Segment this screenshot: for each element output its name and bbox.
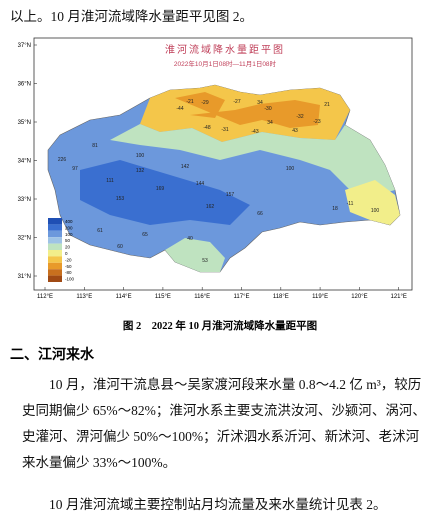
very-dry-region bbox=[175, 92, 320, 128]
legend-swatch bbox=[48, 243, 62, 250]
station-value: -29 bbox=[201, 100, 208, 106]
figure-caption: 图 2 2022 年 10 月淮河流域降水量距平图 bbox=[122, 321, 318, 332]
paragraph-line: 10 月淮河流域主要控制站月均流量及来水量统计见表 2。 bbox=[49, 497, 387, 512]
lon-label: 112°E bbox=[37, 294, 53, 300]
station-value: 60 bbox=[117, 244, 123, 250]
legend-label: 200 bbox=[65, 225, 73, 230]
station-value: 153 bbox=[116, 196, 125, 202]
intro-line: 以上。10 月淮河流域降水量距平见图 2。 bbox=[10, 9, 253, 24]
paragraph-line: 来水量偏少 33%～100%。 bbox=[22, 455, 177, 470]
legend-label: -20 bbox=[65, 257, 72, 262]
station-value: 157 bbox=[226, 192, 235, 198]
east-dry bbox=[345, 180, 400, 225]
legend-label: -50 bbox=[65, 264, 72, 269]
legend-swatch bbox=[48, 269, 62, 276]
station-value: 142 bbox=[181, 164, 190, 170]
legend-swatch bbox=[48, 256, 62, 263]
south-normal bbox=[165, 238, 225, 272]
lon-label: 115°E bbox=[155, 294, 171, 300]
station-value: 144 bbox=[196, 181, 205, 187]
station-value: -27 bbox=[233, 99, 240, 105]
map-title: 淮河流域降水量距平图 bbox=[165, 43, 285, 56]
lon-label: 118°E bbox=[273, 294, 289, 300]
station-value: -32 bbox=[296, 114, 303, 120]
legend-label: 100 bbox=[65, 232, 73, 237]
legend-swatch bbox=[48, 262, 62, 270]
station-value: -44 bbox=[176, 106, 183, 112]
legend-swatch bbox=[48, 230, 62, 238]
station-value: -30 bbox=[264, 106, 271, 112]
legend-label: -80 bbox=[65, 270, 72, 275]
wet-core bbox=[80, 160, 250, 225]
legend-swatch bbox=[48, 275, 62, 282]
lon-label: 120°E bbox=[351, 294, 367, 300]
station-value: 100 bbox=[286, 166, 295, 172]
station-value: 111 bbox=[106, 178, 114, 184]
legend-label: -100 bbox=[65, 277, 75, 282]
lon-label: 119°E bbox=[312, 294, 328, 300]
lat-label: 36°N bbox=[18, 82, 31, 88]
station-value: 34 bbox=[267, 120, 273, 126]
station-value: -11 bbox=[347, 201, 354, 207]
station-value: -23 bbox=[313, 119, 320, 125]
lat-label: 37°N bbox=[18, 43, 31, 49]
station-value: 21 bbox=[324, 102, 330, 108]
station-value: 81 bbox=[92, 143, 98, 149]
station-value: 132 bbox=[136, 168, 145, 174]
legend-label: 20 bbox=[65, 245, 71, 250]
station-value: 53 bbox=[202, 258, 208, 264]
legend-swatch bbox=[48, 237, 62, 244]
station-value: -48 bbox=[203, 125, 210, 131]
map-figure: 淮河流域降水量距平图 2022年10月1日08时—11月1日08时 37°N 36… bbox=[18, 37, 413, 300]
legend-label: 50 bbox=[65, 238, 71, 243]
legend-label: 400 bbox=[65, 219, 73, 224]
station-value: 97 bbox=[72, 166, 78, 172]
station-value: 61 bbox=[97, 228, 103, 234]
map-subtitle: 2022年10月1日08时—11月1日08时 bbox=[174, 59, 277, 68]
lat-label: 33°N bbox=[18, 197, 31, 203]
station-value: 43 bbox=[292, 128, 298, 134]
station-value: 226 bbox=[58, 157, 67, 163]
station-value: 65 bbox=[142, 232, 148, 238]
paragraph-line: 10 月，淮河干流息县～吴家渡河段来水量 0.8～4.2 亿 m³，较历 bbox=[49, 377, 422, 392]
lat-label: 35°N bbox=[18, 120, 31, 126]
lat-label: 34°N bbox=[18, 159, 31, 165]
station-value: 169 bbox=[156, 186, 165, 192]
lon-label: 113°E bbox=[76, 294, 92, 300]
lat-label: 32°N bbox=[18, 236, 31, 242]
station-value: -31 bbox=[221, 127, 228, 133]
legend-swatch bbox=[48, 224, 62, 231]
station-value: 34 bbox=[257, 100, 263, 106]
station-value: 40 bbox=[187, 236, 193, 242]
station-value: 66 bbox=[257, 211, 263, 217]
legend-label: 0 bbox=[65, 251, 68, 256]
station-value: 162 bbox=[206, 204, 215, 210]
normal-band bbox=[110, 124, 395, 200]
paragraph-line: 史同期偏少 65%～82%；淮河水系主要支流洪汝河、沙颍河、涡河、 bbox=[22, 403, 426, 418]
lon-label: 121°E bbox=[390, 294, 406, 300]
lon-label: 116°E bbox=[194, 294, 210, 300]
legend-swatch bbox=[48, 218, 62, 225]
section-heading: 二、江河来水 bbox=[10, 346, 94, 362]
station-value: 100 bbox=[136, 153, 145, 159]
lon-label: 117°E bbox=[234, 294, 250, 300]
paragraph-line: 史灌河、淠河偏少 50%～100%；沂沭泗水系沂河、新沭河、老沭河 bbox=[22, 429, 420, 444]
station-value: -43 bbox=[251, 129, 258, 135]
lon-label: 114°E bbox=[116, 294, 132, 300]
lat-label: 31°N bbox=[18, 274, 31, 280]
station-value: -21 bbox=[186, 99, 193, 105]
station-value: 100 bbox=[371, 208, 380, 214]
station-value: 18 bbox=[332, 206, 338, 212]
legend-swatch bbox=[48, 250, 62, 257]
